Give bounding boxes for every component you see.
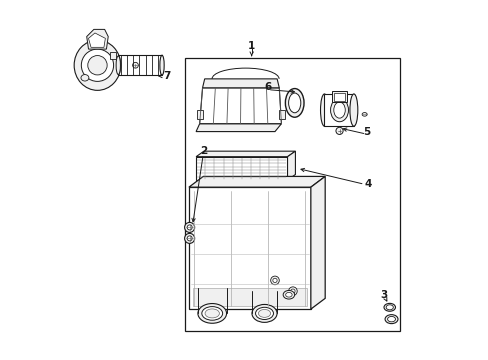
Ellipse shape xyxy=(387,316,395,322)
Text: 5: 5 xyxy=(362,127,369,136)
Circle shape xyxy=(81,49,113,81)
Circle shape xyxy=(272,278,277,283)
Ellipse shape xyxy=(349,94,357,126)
Polygon shape xyxy=(310,176,325,309)
Ellipse shape xyxy=(330,98,348,122)
Polygon shape xyxy=(199,88,281,124)
Bar xyxy=(196,157,287,180)
Polygon shape xyxy=(196,151,295,157)
Circle shape xyxy=(184,233,194,243)
Bar xyxy=(278,110,285,119)
Ellipse shape xyxy=(116,56,120,75)
Bar xyxy=(192,288,306,306)
Bar xyxy=(110,51,116,59)
Text: 6: 6 xyxy=(264,82,271,92)
Circle shape xyxy=(187,236,192,241)
Ellipse shape xyxy=(285,292,291,297)
Ellipse shape xyxy=(362,113,366,116)
Polygon shape xyxy=(287,151,295,180)
Bar xyxy=(333,93,344,101)
Text: 3: 3 xyxy=(379,290,386,300)
Polygon shape xyxy=(86,30,108,49)
Circle shape xyxy=(288,287,297,296)
Polygon shape xyxy=(88,33,105,47)
Circle shape xyxy=(187,225,192,230)
Circle shape xyxy=(270,276,279,285)
Bar xyxy=(324,94,353,126)
Ellipse shape xyxy=(204,309,219,318)
Circle shape xyxy=(335,127,343,134)
Ellipse shape xyxy=(386,305,392,310)
Ellipse shape xyxy=(258,310,270,318)
Ellipse shape xyxy=(383,303,395,311)
Ellipse shape xyxy=(333,102,345,118)
Ellipse shape xyxy=(384,315,397,324)
Polygon shape xyxy=(196,124,281,132)
Ellipse shape xyxy=(285,89,304,117)
Bar xyxy=(196,110,203,119)
Ellipse shape xyxy=(251,305,277,322)
Polygon shape xyxy=(202,79,279,88)
Ellipse shape xyxy=(198,303,226,323)
Ellipse shape xyxy=(283,291,294,299)
Bar xyxy=(332,91,346,102)
Circle shape xyxy=(290,289,294,293)
Text: 2: 2 xyxy=(199,146,206,156)
Ellipse shape xyxy=(202,307,222,320)
Circle shape xyxy=(132,62,138,68)
Polygon shape xyxy=(188,176,325,187)
Circle shape xyxy=(88,55,107,75)
Text: 7: 7 xyxy=(163,71,171,81)
Ellipse shape xyxy=(288,93,300,113)
Ellipse shape xyxy=(74,40,121,90)
Bar xyxy=(188,187,310,309)
Text: 4: 4 xyxy=(364,179,371,189)
Bar xyxy=(185,58,400,330)
Circle shape xyxy=(184,222,194,233)
Ellipse shape xyxy=(320,94,328,126)
Ellipse shape xyxy=(160,55,164,75)
Text: 1: 1 xyxy=(247,41,255,50)
Ellipse shape xyxy=(81,75,89,81)
Ellipse shape xyxy=(255,307,273,319)
